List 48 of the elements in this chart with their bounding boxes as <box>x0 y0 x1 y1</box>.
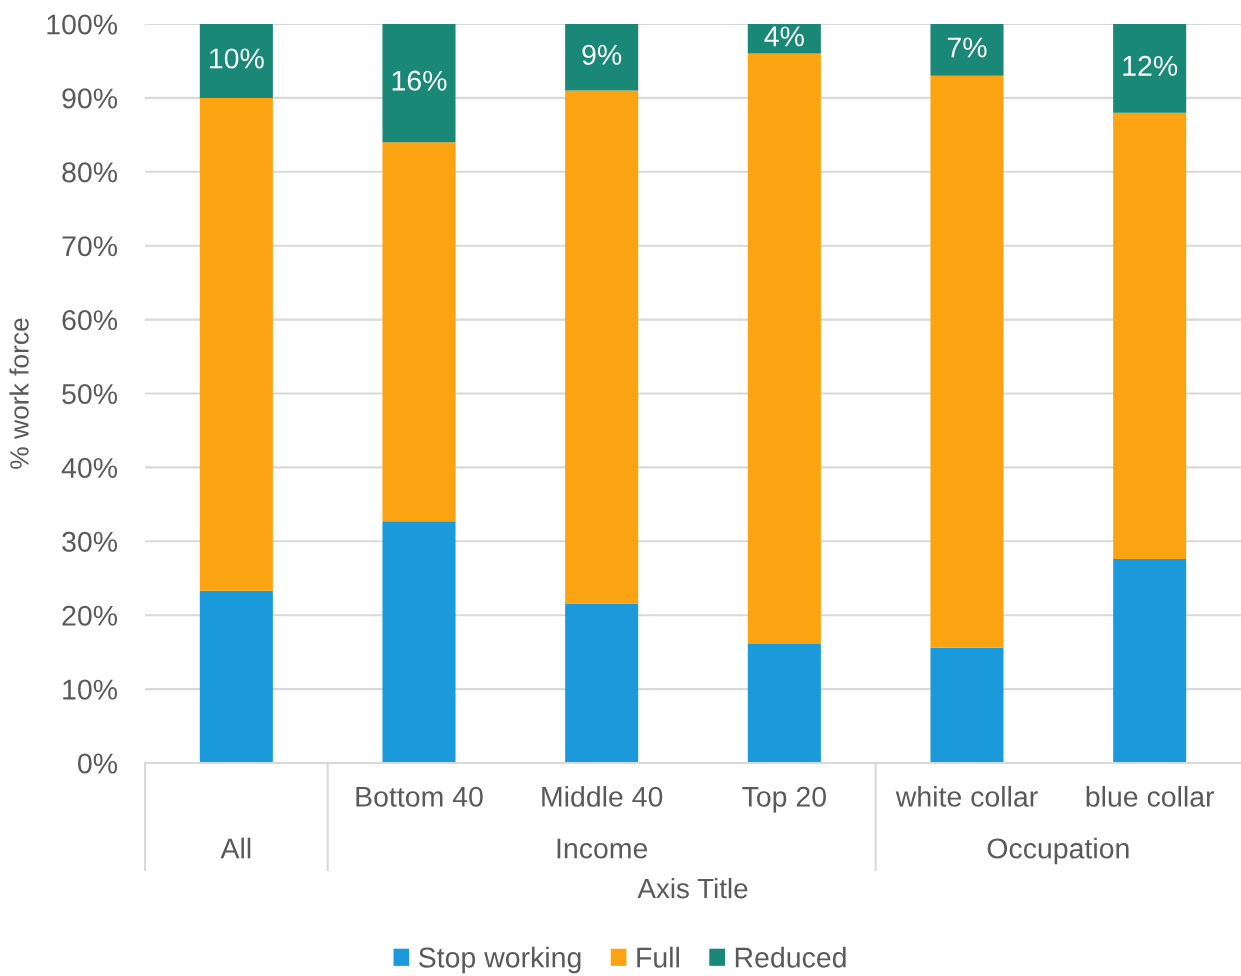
text: Income <box>557 838 648 859</box>
y-tick-label: 50% <box>62 383 118 405</box>
legend-label: Reduced <box>735 946 846 968</box>
y-tick-label: 0% <box>78 753 118 774</box>
x-tick-label: Middle 40 <box>542 785 663 807</box>
legend-label: Full <box>637 946 679 968</box>
data-label: 7% <box>947 37 987 58</box>
y-axis-title: % work force <box>9 318 29 469</box>
y-tick-label: 70% <box>62 236 118 257</box>
bar <box>382 142 456 522</box>
y-tick-label: 90% <box>62 88 118 109</box>
legend-label: Stop working <box>419 946 581 974</box>
data-label: 12% <box>1123 55 1178 76</box>
bar <box>199 24 273 98</box>
data-label: 4% <box>764 26 804 47</box>
x-tick-label: white collar <box>895 785 1038 807</box>
y-tick-label: 80% <box>62 162 118 183</box>
text: All <box>220 837 251 859</box>
y-tick-label: 10% <box>63 679 118 700</box>
bar <box>1113 559 1187 763</box>
bar <box>930 647 1004 763</box>
bar <box>747 644 821 763</box>
bar <box>382 521 456 763</box>
x-tick-label: Bottom 40 <box>356 786 483 807</box>
bar <box>199 97 273 591</box>
x-axis-title: Axis Title <box>637 877 748 899</box>
data-label: 16% <box>392 70 447 91</box>
bar <box>565 90 639 604</box>
bar <box>930 24 1004 76</box>
y-tick-label: 100% <box>47 14 118 35</box>
bar <box>747 24 821 54</box>
data-label: 9% <box>582 44 622 65</box>
data-label: 10% <box>210 48 264 69</box>
bar <box>1113 112 1187 560</box>
bar <box>565 24 639 91</box>
bar <box>199 590 273 763</box>
y-tick-label: 20% <box>62 605 118 626</box>
bar <box>565 603 639 763</box>
bar <box>747 53 821 645</box>
y-tick-label: 40% <box>61 457 118 478</box>
bar <box>1113 24 1187 113</box>
x-tick-label: Top 20 <box>742 786 826 813</box>
bar <box>930 75 1004 648</box>
x-tick-label: blue collar <box>1086 785 1215 807</box>
text: Occupation <box>987 837 1129 865</box>
y-tick-label: 60% <box>62 310 118 331</box>
y-tick-label: 30% <box>62 531 118 552</box>
bar <box>382 24 456 143</box>
